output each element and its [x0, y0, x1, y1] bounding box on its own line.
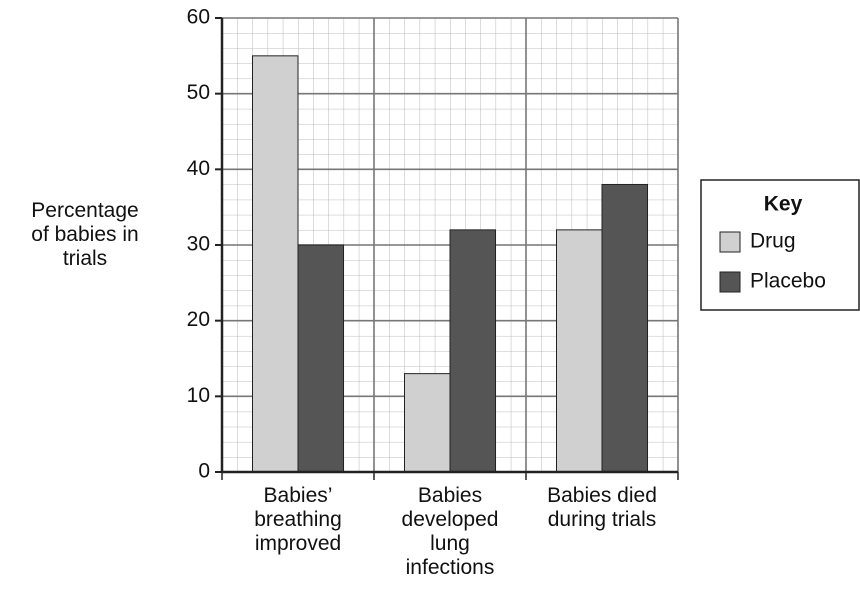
legend-title: Key: [764, 193, 803, 216]
x-tick-label: Babies’ breathing improved: [254, 484, 342, 555]
y-tick-label: 0: [198, 460, 210, 483]
bar: [601, 183, 648, 473]
y-tick-label: 10: [187, 384, 210, 407]
y-axis-label: Percentage of babies in trials: [31, 199, 139, 270]
y-tick-label: 60: [187, 6, 210, 29]
legend-label: Placebo: [750, 270, 826, 293]
legend-label: Drug: [750, 230, 796, 253]
y-tick-label: 20: [187, 308, 210, 331]
plot: 0 10 20 30 40 50 60: [187, 6, 679, 483]
x-tick-label: Babies died during trials: [547, 484, 657, 531]
bar: [297, 244, 344, 473]
bar: [449, 229, 496, 473]
bar: [404, 373, 451, 473]
bar: [556, 229, 603, 473]
bar: [252, 55, 299, 473]
legend-swatch: [719, 231, 741, 253]
x-tick-label: Babies developed lung infections: [401, 484, 499, 579]
y-tick-label: 40: [187, 157, 210, 180]
y-tick-label: 30: [187, 233, 210, 256]
y-tick-label: 50: [187, 81, 210, 104]
legend-swatch: [719, 271, 741, 293]
